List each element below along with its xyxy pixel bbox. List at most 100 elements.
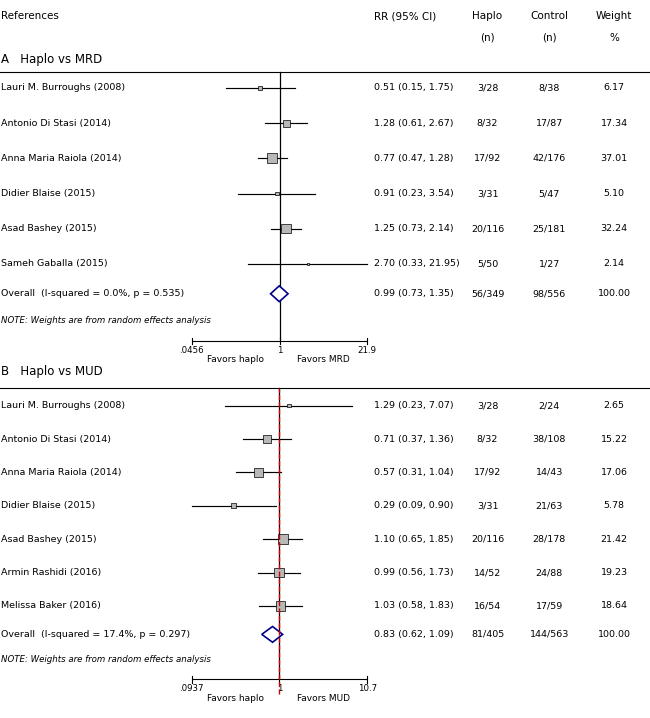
- Text: 17.34: 17.34: [601, 118, 628, 128]
- Text: 144/563: 144/563: [530, 630, 569, 639]
- Text: 28/178: 28/178: [532, 535, 566, 544]
- Text: Haplo: Haplo: [473, 11, 502, 21]
- Text: 3/28: 3/28: [477, 401, 498, 410]
- Text: Overall  (I-squared = 17.4%, p = 0.297): Overall (I-squared = 17.4%, p = 0.297): [1, 630, 190, 639]
- Text: 0.71 (0.37, 1.36): 0.71 (0.37, 1.36): [374, 434, 454, 444]
- Text: Armin Rashidi (2016): Armin Rashidi (2016): [1, 568, 101, 577]
- Text: 8/38: 8/38: [539, 83, 560, 93]
- Text: NOTE: Weights are from random effects analysis: NOTE: Weights are from random effects an…: [1, 655, 211, 664]
- Bar: [231, 503, 236, 508]
- Text: Favors MRD: Favors MRD: [297, 355, 350, 365]
- Text: 21.42: 21.42: [601, 535, 628, 544]
- Text: 17.06: 17.06: [601, 468, 628, 477]
- Text: Melissa Baker (2016): Melissa Baker (2016): [1, 602, 101, 610]
- Text: 20/116: 20/116: [471, 535, 504, 544]
- Text: 0.57 (0.31, 1.04): 0.57 (0.31, 1.04): [374, 468, 453, 477]
- Text: Anna Maria Raiola (2014): Anna Maria Raiola (2014): [1, 154, 122, 163]
- Text: 1.28 (0.61, 2.67): 1.28 (0.61, 2.67): [374, 118, 453, 128]
- Bar: [307, 263, 309, 265]
- Text: 0.77 (0.47, 1.28): 0.77 (0.47, 1.28): [374, 154, 453, 163]
- Text: Didier Blaise (2015): Didier Blaise (2015): [1, 189, 96, 198]
- Text: Favors MUD: Favors MUD: [297, 694, 350, 703]
- Text: 16/54: 16/54: [474, 602, 501, 610]
- Text: 1.25 (0.73, 2.14): 1.25 (0.73, 2.14): [374, 224, 453, 233]
- Text: 10.7: 10.7: [358, 684, 377, 693]
- Bar: [278, 534, 288, 544]
- Polygon shape: [270, 286, 288, 302]
- Text: 1: 1: [277, 346, 282, 355]
- Text: 15.22: 15.22: [601, 434, 628, 444]
- Text: .0937: .0937: [179, 684, 204, 693]
- Text: 0.83 (0.62, 1.09): 0.83 (0.62, 1.09): [374, 630, 453, 639]
- Text: 42/176: 42/176: [532, 154, 566, 163]
- Bar: [254, 468, 263, 477]
- Text: Asad Bashey (2015): Asad Bashey (2015): [1, 535, 97, 544]
- Text: 1.10 (0.65, 1.85): 1.10 (0.65, 1.85): [374, 535, 453, 544]
- Text: 81/405: 81/405: [471, 630, 504, 639]
- Text: 14/52: 14/52: [474, 568, 501, 577]
- Text: 8/32: 8/32: [477, 118, 498, 128]
- Text: 0.51 (0.15, 1.75): 0.51 (0.15, 1.75): [374, 83, 453, 93]
- Text: 32.24: 32.24: [601, 224, 628, 233]
- Text: RR (95% CI): RR (95% CI): [374, 11, 436, 21]
- Text: 18.64: 18.64: [601, 602, 628, 610]
- Text: 100.00: 100.00: [598, 630, 630, 639]
- Text: Asad Bashey (2015): Asad Bashey (2015): [1, 224, 97, 233]
- Text: Weight: Weight: [596, 11, 632, 21]
- Text: 5.78: 5.78: [604, 501, 625, 510]
- Text: 5/47: 5/47: [539, 189, 560, 198]
- Text: 21.9: 21.9: [358, 346, 377, 355]
- Text: 6.17: 6.17: [604, 83, 625, 93]
- Text: 14/43: 14/43: [536, 468, 563, 477]
- Bar: [274, 568, 284, 577]
- Text: 0.91 (0.23, 3.54): 0.91 (0.23, 3.54): [374, 189, 454, 198]
- Text: 1/27: 1/27: [539, 259, 560, 269]
- Text: Antonio Di Stasi (2014): Antonio Di Stasi (2014): [1, 434, 111, 444]
- Text: 17/59: 17/59: [536, 602, 563, 610]
- Text: 2.70 (0.33, 21.95): 2.70 (0.33, 21.95): [374, 259, 460, 269]
- Text: 1: 1: [277, 684, 282, 693]
- Bar: [276, 601, 285, 611]
- Text: 3/31: 3/31: [476, 189, 499, 198]
- Text: References: References: [1, 11, 59, 21]
- Text: 21/63: 21/63: [536, 501, 563, 510]
- Text: Favors haplo: Favors haplo: [207, 694, 264, 703]
- Text: Sameh Gaballa (2015): Sameh Gaballa (2015): [1, 259, 108, 269]
- Text: 3/28: 3/28: [477, 83, 498, 93]
- Text: 0.99 (0.73, 1.35): 0.99 (0.73, 1.35): [374, 289, 454, 298]
- Text: A   Haplo vs MRD: A Haplo vs MRD: [1, 52, 103, 66]
- Text: 8/32: 8/32: [477, 434, 498, 444]
- Text: 37.01: 37.01: [601, 154, 628, 163]
- Text: 25/181: 25/181: [532, 224, 566, 233]
- Text: (n): (n): [542, 33, 556, 42]
- Text: Overall  (I-squared = 0.0%, p = 0.535): Overall (I-squared = 0.0%, p = 0.535): [1, 289, 185, 298]
- Bar: [267, 154, 277, 164]
- Text: 56/349: 56/349: [471, 289, 504, 298]
- Bar: [281, 224, 291, 233]
- Polygon shape: [262, 627, 283, 643]
- Bar: [258, 86, 263, 90]
- Text: 17/92: 17/92: [474, 468, 501, 477]
- Text: 0.29 (0.09, 0.90): 0.29 (0.09, 0.90): [374, 501, 453, 510]
- Text: Favors haplo: Favors haplo: [207, 355, 264, 365]
- Text: Antonio Di Stasi (2014): Antonio Di Stasi (2014): [1, 118, 111, 128]
- Text: .0456: .0456: [179, 346, 204, 355]
- Text: 2/24: 2/24: [539, 401, 560, 410]
- Text: 100.00: 100.00: [598, 289, 630, 298]
- Bar: [283, 120, 290, 126]
- Text: NOTE: Weights are from random effects analysis: NOTE: Weights are from random effects an…: [1, 316, 211, 325]
- Text: Lauri M. Burroughs (2008): Lauri M. Burroughs (2008): [1, 401, 125, 410]
- Text: 3/31: 3/31: [476, 501, 499, 510]
- Text: %: %: [609, 33, 619, 42]
- Text: 1.29 (0.23, 7.07): 1.29 (0.23, 7.07): [374, 401, 453, 410]
- Text: Anna Maria Raiola (2014): Anna Maria Raiola (2014): [1, 468, 122, 477]
- Text: 38/108: 38/108: [532, 434, 566, 444]
- Bar: [287, 404, 291, 407]
- Text: Control: Control: [530, 11, 568, 21]
- Text: 98/556: 98/556: [532, 289, 566, 298]
- Text: Lauri M. Burroughs (2008): Lauri M. Burroughs (2008): [1, 83, 125, 93]
- Text: 0.99 (0.56, 1.73): 0.99 (0.56, 1.73): [374, 568, 453, 577]
- Text: Didier Blaise (2015): Didier Blaise (2015): [1, 501, 96, 510]
- Text: B   Haplo vs MUD: B Haplo vs MUD: [1, 365, 103, 378]
- Text: 17/92: 17/92: [474, 154, 501, 163]
